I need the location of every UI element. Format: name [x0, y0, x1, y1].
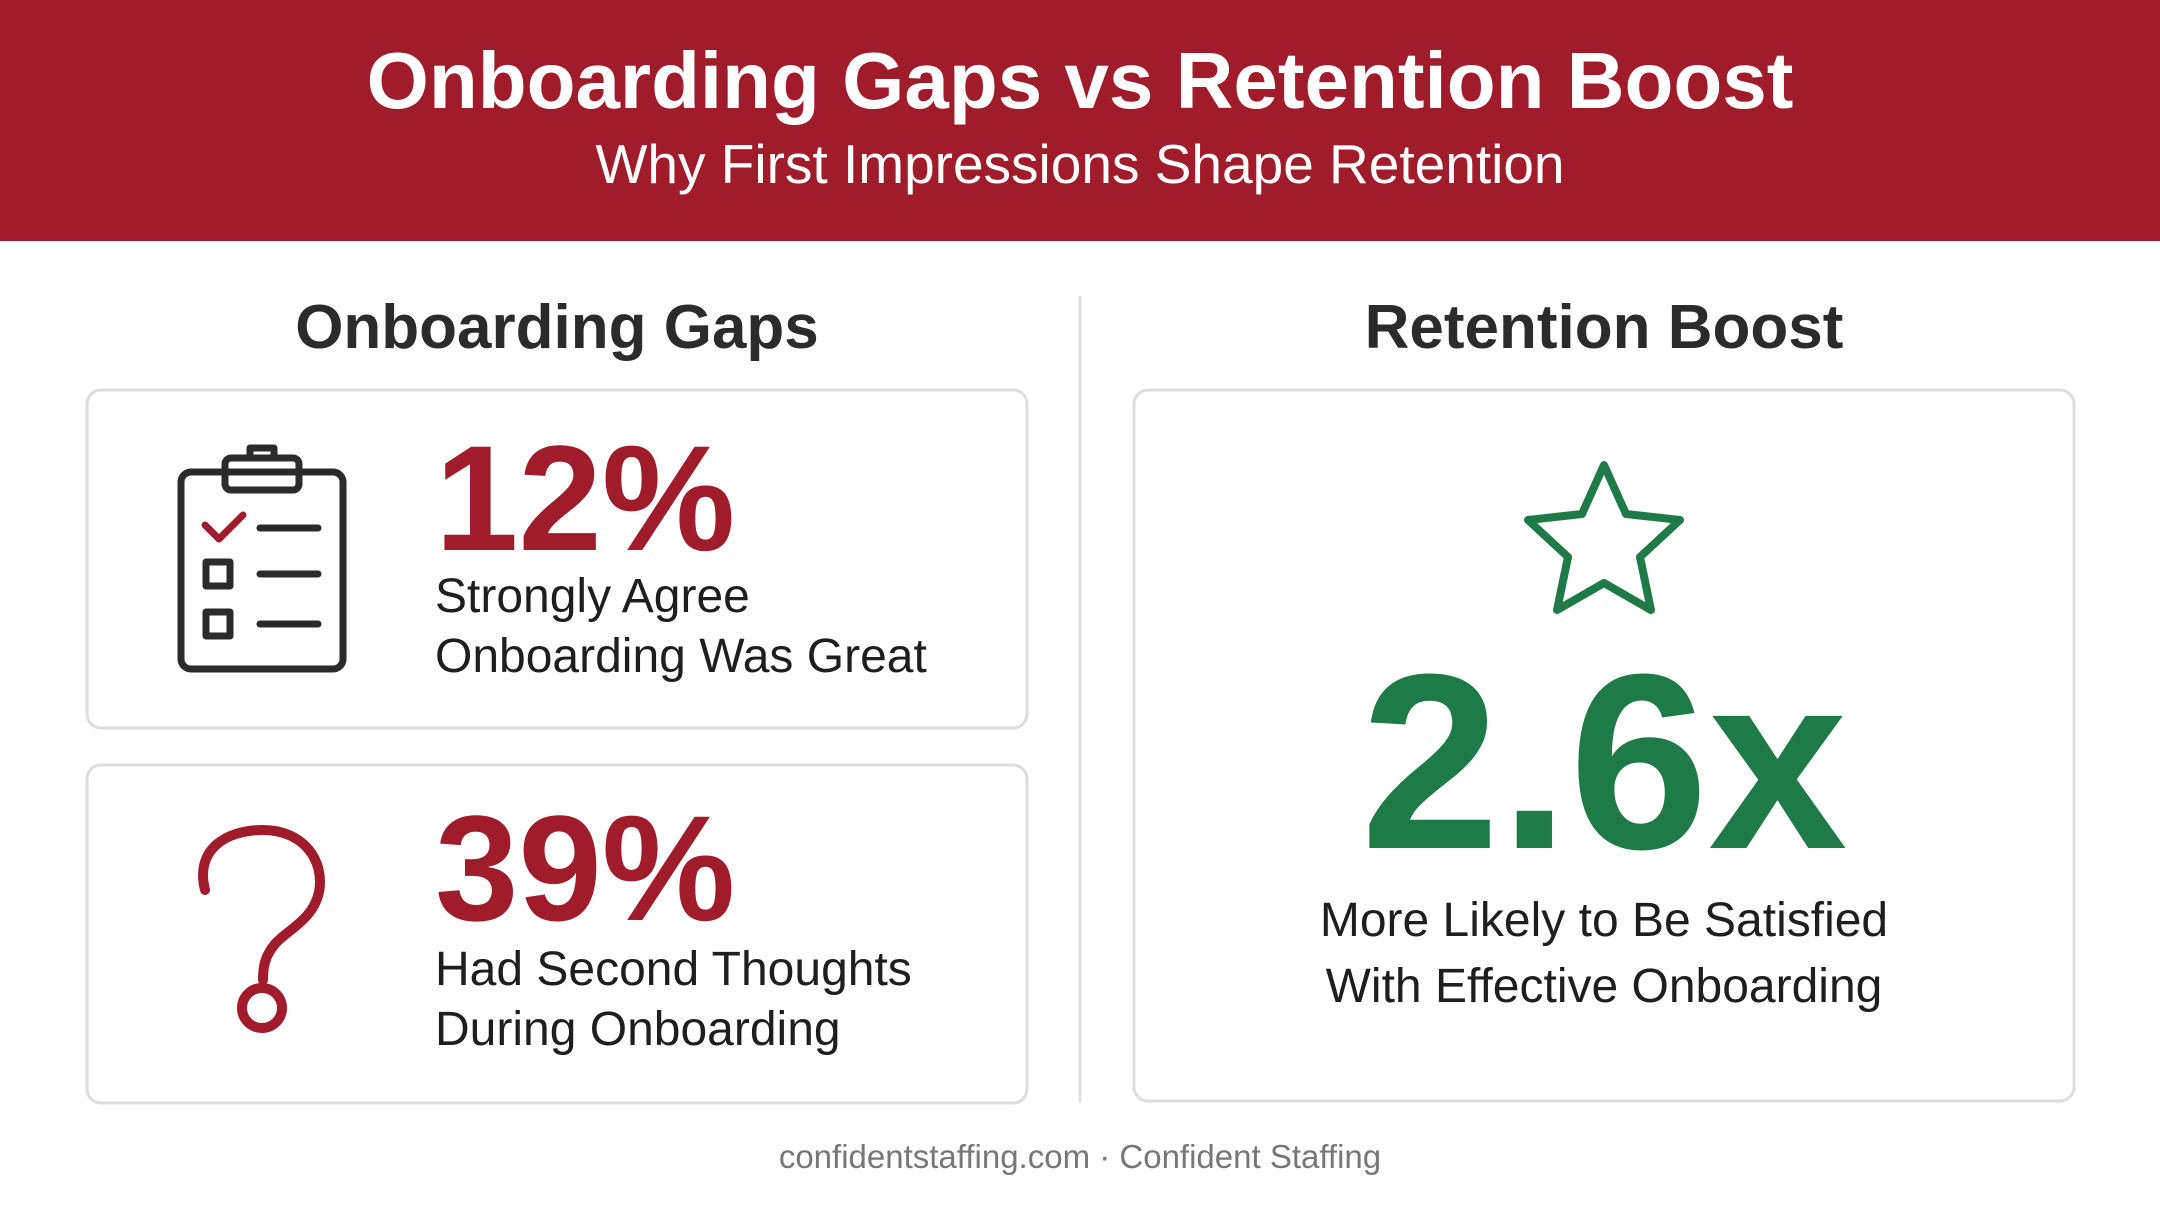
- subtitle: Why First Impressions Shape Retention: [596, 133, 1565, 195]
- stat-label: More Likely to Be Satisfied: [1320, 894, 1888, 947]
- stat-value: 12%: [435, 414, 735, 582]
- section-heading: Retention Boost: [1365, 293, 1844, 362]
- stat-label: Had Second Thoughts: [435, 943, 912, 996]
- stat-card: [85, 763, 1029, 1105]
- header-band: [0, 0, 2160, 241]
- stat-card: [1132, 388, 2076, 1103]
- question-icon: [198, 824, 325, 1033]
- stat-label: Strongly Agree: [435, 570, 750, 623]
- stat-label: Onboarding Was Great: [435, 630, 927, 683]
- footer: confidentstaffing.com · Confident Staffi…: [779, 1138, 1381, 1175]
- stat-value: 2.6x: [1361, 622, 1848, 901]
- clipboard-icon: [177, 444, 347, 673]
- star-icon: [1524, 461, 1684, 614]
- stat-label: During Onboarding: [435, 1003, 841, 1056]
- section-heading: Onboarding Gaps: [295, 293, 819, 362]
- title: Onboarding Gaps vs Retention Boost: [367, 36, 1794, 125]
- stat-value: 39%: [435, 784, 735, 952]
- stat-label: With Effective Onboarding: [1326, 960, 1883, 1013]
